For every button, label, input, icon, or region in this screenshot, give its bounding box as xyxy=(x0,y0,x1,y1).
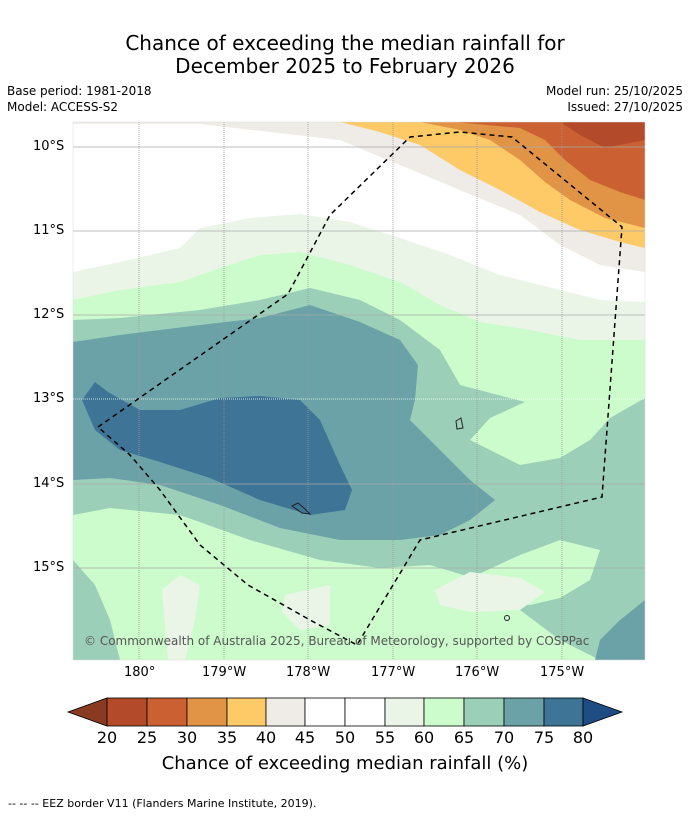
cb-tick-45: 45 xyxy=(294,728,316,747)
region-65-70-se xyxy=(595,600,645,660)
region-45-55-upper xyxy=(73,124,645,300)
cb-65-70 xyxy=(463,697,505,727)
region-65-70-sw xyxy=(73,560,120,660)
colorbar-title: Chance of exceeding median rainfall (%) xyxy=(161,753,529,774)
cb-tick-75: 75 xyxy=(533,728,555,747)
cb-tick-25: 25 xyxy=(136,728,158,747)
lat-label-15s: 15°S xyxy=(33,560,65,575)
lat-label-13s: 13°S xyxy=(33,391,65,406)
island-c xyxy=(504,615,510,621)
copyright-notice: © Commonwealth of Australia 2025, Bureau… xyxy=(84,634,590,648)
region-60-65-south xyxy=(73,510,600,660)
cb-tick-55: 55 xyxy=(374,728,396,747)
cb-tick-70: 70 xyxy=(493,728,515,747)
cb-35-40 xyxy=(226,697,267,727)
title-line-2: December 2025 to February 2026 xyxy=(175,54,515,78)
eez-border xyxy=(96,131,623,646)
cb-55-60 xyxy=(384,697,425,727)
cb-tick-20: 20 xyxy=(96,728,118,747)
cb-40-45 xyxy=(265,697,306,727)
cb-70-75 xyxy=(503,697,545,727)
cb-25-30 xyxy=(146,697,188,727)
cb-45-50 xyxy=(304,697,346,727)
cb-75-80 xyxy=(543,697,584,727)
title-line-1: Chance of exceeding the median rainfall … xyxy=(125,31,565,55)
issued-date: Issued: 27/10/2025 xyxy=(567,100,683,114)
lat-label-10s: 10°S xyxy=(33,139,65,154)
region-55-60-pocket-c xyxy=(435,572,545,612)
eez-legend-note: -- -- -- EEZ border V11 (Flanders Marine… xyxy=(8,797,317,810)
colorbar xyxy=(66,697,624,727)
lat-label-14s: 14°S xyxy=(33,476,65,491)
grid-lines xyxy=(73,122,645,660)
region-75-80 xyxy=(82,382,352,515)
colorbar-low-arrow xyxy=(66,697,108,727)
lon-label-175w: 175°W xyxy=(540,665,585,680)
cb-tick-30: 30 xyxy=(176,728,198,747)
lon-label-176w: 176°W xyxy=(455,665,500,680)
lat-label-12s: 12°S xyxy=(33,307,65,322)
colorbar-high-arrow xyxy=(582,697,624,727)
base-period: Base period: 1981-2018 xyxy=(7,84,152,98)
lon-label-178w: 178°W xyxy=(286,665,331,680)
island-b xyxy=(455,417,464,430)
lon-label-177w: 177°W xyxy=(371,665,416,680)
region-55-60-pocket-b xyxy=(282,585,330,630)
model-run: Model run: 25/10/2025 xyxy=(545,84,683,98)
cb-tick-50: 50 xyxy=(334,728,356,747)
cb-tick-60: 60 xyxy=(413,728,435,747)
lon-label-179w: 179°W xyxy=(202,665,247,680)
cb-tick-65: 65 xyxy=(453,728,475,747)
cb-tick-35: 35 xyxy=(216,728,238,747)
cb-50-55 xyxy=(344,697,386,727)
cb-30-35 xyxy=(186,697,228,727)
cb-tick-80: 80 xyxy=(572,728,594,747)
region-55-60-pocket-a xyxy=(162,575,200,660)
cb-60-65 xyxy=(423,697,465,727)
lat-label-11s: 11°S xyxy=(33,223,65,238)
rainfall-probability-map xyxy=(73,122,645,660)
region-20-25 xyxy=(560,122,645,148)
model-name: Model: ACCESS-S2 xyxy=(7,100,119,114)
map-frame xyxy=(72,121,646,661)
cb-tick-40: 40 xyxy=(255,728,277,747)
cb-20-25 xyxy=(106,697,148,727)
island-a xyxy=(291,502,312,515)
lon-label-180: 180° xyxy=(124,665,156,680)
